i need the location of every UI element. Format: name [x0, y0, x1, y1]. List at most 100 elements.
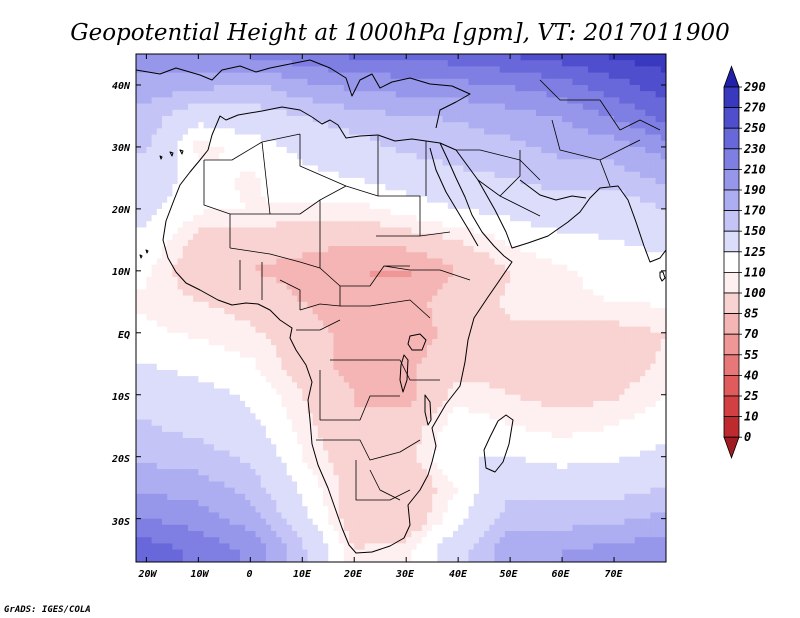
field-cell — [442, 128, 449, 136]
field-cell — [338, 320, 345, 328]
field-cell — [317, 221, 324, 229]
field-cell — [510, 338, 516, 346]
field-cell — [582, 221, 589, 229]
field-cell — [640, 277, 646, 284]
field-cell — [213, 289, 220, 297]
field-cell — [312, 159, 319, 167]
field-cell — [286, 221, 293, 229]
field-cell — [136, 345, 142, 352]
field-cell — [395, 91, 402, 98]
field-cell — [390, 295, 397, 303]
field-cell — [510, 109, 516, 117]
field-cell — [598, 60, 605, 67]
field-cell — [167, 196, 173, 204]
field-cell — [582, 165, 589, 173]
field-cell — [359, 320, 366, 328]
field-cell — [452, 196, 459, 204]
field-cell — [375, 314, 381, 321]
field-cell — [468, 177, 475, 185]
field-cell — [385, 184, 392, 191]
field-cell — [312, 338, 319, 346]
field-cell — [416, 320, 423, 328]
field-cell — [567, 171, 574, 179]
field-cell — [577, 227, 584, 235]
field-cell — [136, 258, 142, 266]
field-cell — [260, 196, 267, 204]
field-cell — [151, 153, 158, 160]
field-cell — [640, 345, 646, 352]
field-cell — [510, 289, 516, 297]
field-cell — [359, 184, 366, 191]
field-cell — [530, 345, 537, 352]
field-cell — [556, 78, 563, 86]
field-cell — [219, 221, 225, 229]
field-cell — [447, 320, 454, 328]
field-cell — [302, 115, 309, 123]
field-cell — [525, 277, 532, 284]
field-cell — [437, 134, 444, 142]
field-cell — [395, 277, 402, 284]
field-cell — [608, 122, 615, 129]
field-cell — [411, 252, 418, 260]
field-cell — [515, 252, 522, 260]
field-cell — [364, 308, 371, 315]
field-cell — [660, 165, 666, 173]
field-cell — [603, 277, 610, 284]
field-cell — [172, 208, 179, 216]
field-cell — [302, 338, 309, 346]
field-cell — [395, 103, 402, 111]
field-cell — [151, 122, 158, 129]
field-cell — [572, 190, 579, 198]
field-cell — [489, 295, 496, 303]
field-cell — [629, 270, 636, 278]
field-cell — [172, 252, 179, 260]
field-cell — [447, 270, 454, 278]
field-cell — [421, 115, 428, 123]
field-cell — [421, 196, 428, 204]
field-cell — [499, 233, 506, 241]
field-cell — [567, 184, 574, 191]
field-cell — [619, 140, 626, 148]
field-cell — [167, 252, 173, 260]
field-cell — [478, 78, 485, 86]
field-cell — [297, 103, 303, 111]
field-cell — [208, 295, 215, 303]
field-cell — [515, 140, 522, 148]
field-cell — [229, 122, 236, 129]
field-cell — [141, 190, 147, 198]
field-cell — [468, 351, 475, 359]
field-cell — [312, 54, 319, 61]
field-cell — [328, 277, 335, 284]
field-cell — [541, 84, 548, 92]
field-cell — [177, 289, 184, 297]
field-cell — [536, 153, 542, 160]
field-cell — [406, 128, 412, 136]
field-cell — [265, 122, 272, 129]
field-cell — [203, 332, 210, 340]
field-cell — [208, 140, 215, 148]
field-cell — [406, 239, 412, 247]
field-cell — [359, 128, 366, 136]
field-cell — [463, 314, 470, 321]
field-cell — [229, 165, 236, 173]
field-cell — [452, 84, 459, 92]
field-cell — [177, 295, 184, 303]
field-cell — [598, 326, 605, 334]
field-cell — [660, 177, 666, 185]
field-cell — [239, 283, 246, 291]
field-cell — [489, 159, 496, 167]
field-cell — [271, 351, 277, 359]
field-cell — [375, 277, 381, 284]
field-cell — [146, 227, 153, 235]
field-cell — [536, 215, 542, 222]
field-cell — [660, 233, 666, 241]
field-cell — [208, 308, 215, 315]
field-cell — [624, 165, 631, 173]
field-cell — [634, 258, 641, 266]
field-cell — [468, 54, 475, 61]
field-cell — [478, 258, 485, 266]
field-cell — [468, 215, 475, 222]
field-cell — [473, 283, 480, 291]
field-cell — [219, 258, 225, 266]
field-cell — [276, 84, 283, 92]
